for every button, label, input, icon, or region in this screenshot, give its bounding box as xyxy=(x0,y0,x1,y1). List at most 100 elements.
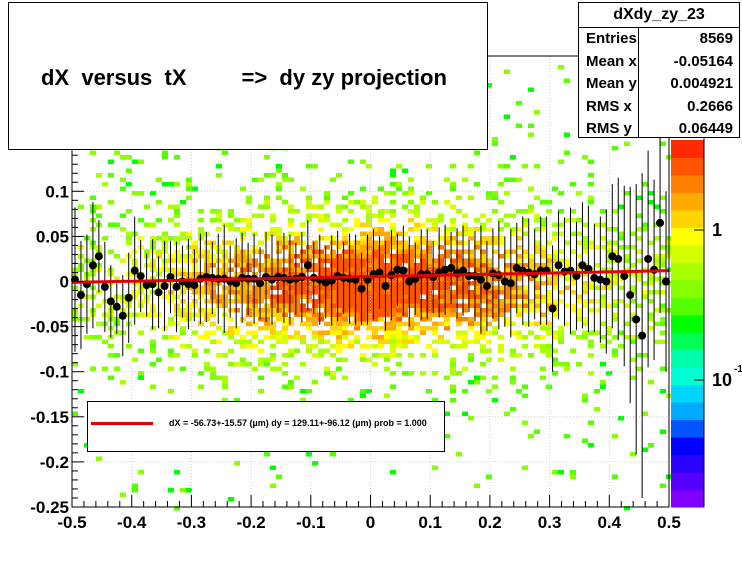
stats-value: -0.05164 xyxy=(673,52,733,70)
heatmap-cell xyxy=(108,159,114,164)
heatmap-cell xyxy=(426,249,432,254)
heatmap-cell xyxy=(252,245,258,250)
heatmap-cell xyxy=(174,258,180,263)
heatmap-cell xyxy=(642,294,648,299)
heatmap-cell xyxy=(552,330,558,335)
heatmap-cell xyxy=(528,434,534,439)
heatmap-cell xyxy=(396,344,402,349)
stats-value: 0.2666 xyxy=(687,97,733,115)
heatmap-cell xyxy=(486,240,492,245)
heatmap-cell xyxy=(492,240,498,245)
heatmap-cell xyxy=(438,294,444,299)
heatmap-cell xyxy=(114,366,120,371)
heatmap-cell xyxy=(492,312,498,317)
profile-point xyxy=(393,265,402,274)
heatmap-cell xyxy=(384,321,390,326)
heatmap-cell xyxy=(330,285,336,290)
heatmap-cell xyxy=(372,303,378,308)
heatmap-cell xyxy=(396,308,402,313)
heatmap-cell xyxy=(342,254,348,259)
heatmap-cell xyxy=(372,249,378,254)
stats-value: 0.06449 xyxy=(678,120,733,137)
heatmap-cell xyxy=(180,312,186,317)
heatmap-cell xyxy=(204,231,210,236)
profile-point xyxy=(124,293,133,302)
heatmap-cell xyxy=(120,213,126,218)
heatmap-cell xyxy=(522,164,528,169)
heatmap-cell xyxy=(222,240,228,245)
heatmap-cell xyxy=(186,177,192,182)
heatmap-cell xyxy=(306,281,312,286)
heatmap-cell xyxy=(324,213,330,218)
heatmap-cell xyxy=(396,294,402,299)
heatmap-cell xyxy=(294,299,300,304)
heatmap-cell xyxy=(288,348,294,353)
heatmap-cell xyxy=(246,227,252,232)
heatmap-cell xyxy=(234,326,240,331)
heatmap-cell xyxy=(252,303,258,308)
heatmap-cell xyxy=(414,249,420,254)
heatmap-cell xyxy=(630,375,636,380)
heatmap-cell xyxy=(312,249,318,254)
heatmap-cell xyxy=(300,294,306,299)
heatmap-cell xyxy=(174,155,180,160)
heatmap-cell xyxy=(318,204,324,209)
heatmap-cell xyxy=(228,285,234,290)
heatmap-cell xyxy=(282,245,288,250)
heatmap-cell xyxy=(528,123,534,128)
heatmap-cell xyxy=(456,209,462,214)
heatmap-cell xyxy=(210,299,216,304)
heatmap-cell xyxy=(456,254,462,259)
heatmap-cell xyxy=(252,272,258,277)
heatmap-cell xyxy=(180,267,186,272)
heatmap-cell xyxy=(498,348,504,353)
heatmap-cell xyxy=(552,335,558,340)
heatmap-cell xyxy=(480,236,486,241)
heatmap-cell xyxy=(270,321,276,326)
heatmap-cell xyxy=(648,281,654,286)
heatmap-cell xyxy=(174,249,180,254)
heatmap-cell xyxy=(120,155,126,160)
heatmap-cell xyxy=(300,285,306,290)
heatmap-cell xyxy=(186,182,192,187)
heatmap-cell xyxy=(384,353,390,358)
heatmap-cell xyxy=(588,159,594,164)
heatmap-cell xyxy=(282,294,288,299)
heatmap-cell xyxy=(336,348,342,353)
heatmap-cell xyxy=(636,227,642,232)
heatmap-cell xyxy=(450,249,456,254)
heatmap-cell xyxy=(318,290,324,295)
heatmap-cell xyxy=(546,263,552,268)
heatmap-cell xyxy=(402,254,408,259)
heatmap-cell xyxy=(342,249,348,254)
heatmap-cell xyxy=(450,303,456,308)
heatmap-cell xyxy=(342,375,348,380)
heatmap-cell xyxy=(462,308,468,313)
heatmap-cell xyxy=(414,213,420,218)
heatmap-cell xyxy=(612,281,618,286)
heatmap-cell xyxy=(270,258,276,263)
profile-point xyxy=(160,282,169,291)
x-tick-label: -0.3 xyxy=(177,513,206,532)
heatmap-cell xyxy=(588,420,594,425)
heatmap-cell xyxy=(342,267,348,272)
heatmap-cell xyxy=(582,335,588,340)
heatmap-cell xyxy=(234,245,240,250)
heatmap-cell xyxy=(288,353,294,358)
heatmap-cell xyxy=(390,371,396,376)
heatmap-cell xyxy=(468,339,474,344)
heatmap-cell xyxy=(288,272,294,277)
heatmap-cell xyxy=(636,353,642,358)
heatmap-cell xyxy=(504,213,510,218)
heatmap-cell xyxy=(492,285,498,290)
heatmap-cell xyxy=(612,272,618,277)
heatmap-cell xyxy=(234,218,240,223)
profile-point xyxy=(303,261,312,270)
heatmap-cell xyxy=(540,222,546,227)
heatmap-cell xyxy=(582,393,588,398)
heatmap-cell xyxy=(342,231,348,236)
heatmap-cell xyxy=(408,299,414,304)
heatmap-cell xyxy=(360,294,366,299)
heatmap-cell xyxy=(534,110,540,115)
heatmap-cell xyxy=(654,263,660,268)
